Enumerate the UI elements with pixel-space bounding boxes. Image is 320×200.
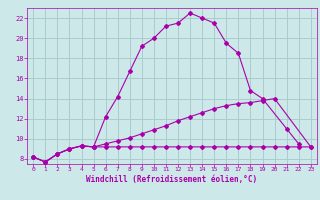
X-axis label: Windchill (Refroidissement éolien,°C): Windchill (Refroidissement éolien,°C) xyxy=(86,175,258,184)
